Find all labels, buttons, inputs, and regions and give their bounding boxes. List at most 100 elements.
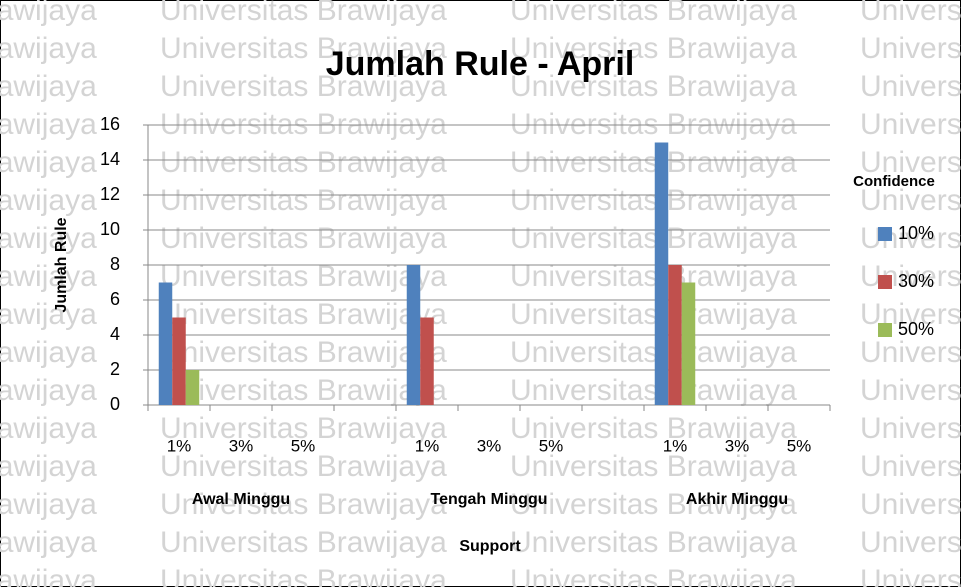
- y-tick-label: 14: [100, 149, 120, 169]
- watermark: Universitas Brawijaya: [510, 184, 797, 217]
- y-tick-label: 16: [100, 114, 120, 134]
- watermark: Universitas Brawijaya: [160, 32, 447, 65]
- watermark: Universitas Brawijaya: [0, 488, 97, 521]
- group-label: Tengah Minggu: [430, 491, 547, 508]
- watermark: Universitas Brawijaya: [860, 298, 961, 331]
- watermark: Universitas Brawijaya: [860, 450, 961, 483]
- bar: [185, 370, 200, 405]
- watermark: Universitas Brawijaya: [860, 184, 961, 217]
- legend-swatch: [878, 275, 892, 289]
- bar: [158, 282, 173, 405]
- watermark: Universitas Brawijaya: [0, 32, 97, 65]
- watermark: Universitas Brawijaya: [860, 32, 961, 65]
- chart-title: Jumlah Rule - April: [326, 45, 635, 83]
- watermark: Universitas Brawijaya: [510, 450, 797, 483]
- watermark: Universitas Brawijaya: [860, 0, 961, 27]
- legend-swatch: [878, 227, 892, 241]
- y-tick-label: 4: [110, 324, 120, 344]
- watermark: Universitas Brawijaya: [160, 450, 447, 483]
- watermark: Universitas Brawijaya: [0, 184, 97, 217]
- watermark: Universitas Brawijaya: [160, 70, 447, 103]
- y-axis-label: Jumlah Rule: [53, 217, 70, 312]
- watermark: Universitas Brawijaya: [160, 412, 447, 445]
- watermark: Universitas Brawijaya: [860, 70, 961, 103]
- watermark: Universitas Brawijaya: [160, 146, 447, 179]
- watermark: Universitas Brawijaya: [510, 564, 797, 587]
- watermark: Universitas Brawijaya: [510, 374, 797, 407]
- watermark: Universitas Brawijaya: [860, 108, 961, 141]
- watermark: Universitas Brawijaya: [860, 564, 961, 587]
- x-tick-label: 3%: [229, 436, 254, 455]
- group-label: Awal Minggu: [192, 491, 290, 508]
- bar: [420, 317, 434, 405]
- watermark: Universitas Brawijaya: [0, 222, 97, 255]
- watermark: Universitas Brawijaya: [160, 108, 447, 141]
- watermark: Universitas Brawijaya: [510, 488, 797, 521]
- watermark: Universitas Brawijaya: [160, 564, 447, 587]
- watermark: Universitas Brawijaya: [160, 526, 447, 559]
- y-tick-label: 10: [100, 219, 120, 239]
- x-tick-label: 5%: [539, 436, 564, 455]
- legend-swatch: [878, 323, 892, 337]
- watermark: Universitas Brawijaya: [0, 564, 97, 587]
- x-axis-label: Support: [459, 538, 521, 555]
- watermark: Universitas Brawijaya: [160, 336, 447, 369]
- watermark: Universitas Brawijaya: [510, 298, 797, 331]
- watermark: Universitas Brawijaya: [0, 336, 97, 369]
- y-tick-label: 0: [110, 394, 120, 414]
- watermark: Universitas Brawijaya: [160, 184, 447, 217]
- watermark: Universitas Brawijaya: [510, 70, 797, 103]
- watermark: Universitas Brawijaya: [0, 298, 97, 331]
- watermark: Universitas Brawijaya: [160, 298, 447, 331]
- bar: [654, 142, 669, 405]
- watermark: Universitas Brawijaya: [0, 526, 97, 559]
- legend-label: 10%: [898, 223, 934, 243]
- legend-label: 30%: [898, 271, 934, 291]
- x-tick-label: 3%: [477, 436, 502, 455]
- watermark: Universitas Brawijaya: [160, 488, 447, 521]
- x-tick-label: 3%: [725, 436, 750, 455]
- bar: [172, 317, 186, 405]
- watermark: Universitas Brawijaya: [860, 336, 961, 369]
- bar: [406, 265, 421, 405]
- watermark: Universitas Brawijaya: [860, 412, 961, 445]
- watermark: Universitas Brawijaya: [160, 374, 447, 407]
- watermark: Universitas Brawijaya: [860, 260, 961, 293]
- watermark: Universitas Brawijaya: [510, 32, 797, 65]
- watermark: Universitas Brawijaya: [0, 108, 97, 141]
- legend-title: Confidence: [853, 173, 935, 190]
- watermark: Universitas Brawijaya: [0, 0, 97, 27]
- x-tick-label: 1%: [663, 436, 688, 455]
- y-tick-label: 6: [110, 289, 120, 309]
- watermark: Universitas Brawijaya: [860, 222, 961, 255]
- y-tick-label: 12: [100, 184, 120, 204]
- watermark: Universitas Brawijaya: [0, 374, 97, 407]
- watermark: Universitas Brawijaya: [860, 374, 961, 407]
- watermark: Universitas Brawijaya: [0, 260, 97, 293]
- watermark: Universitas Brawijaya: [510, 412, 797, 445]
- watermark: Universitas Brawijaya: [510, 526, 797, 559]
- bar: [668, 265, 682, 405]
- watermark: Universitas Brawijaya: [860, 146, 961, 179]
- watermark: Universitas Brawijaya: [510, 336, 797, 369]
- watermark: Universitas Brawijaya: [0, 70, 97, 103]
- y-tick-label: 2: [110, 359, 120, 379]
- x-tick-label: 5%: [291, 436, 316, 455]
- x-tick-label: 1%: [167, 436, 192, 455]
- bar: [681, 282, 696, 405]
- watermark: Universitas Brawijaya: [160, 222, 447, 255]
- group-label: Akhir Minggu: [686, 491, 788, 508]
- watermark: Universitas Brawijaya: [0, 146, 97, 179]
- watermark: Universitas Brawijaya: [160, 0, 447, 27]
- y-tick-label: 8: [110, 254, 120, 274]
- watermark: Universitas Brawijaya: [860, 526, 961, 559]
- watermark: Universitas Brawijaya: [0, 450, 97, 483]
- watermark: Universitas Brawijaya: [510, 222, 797, 255]
- x-tick-label: 5%: [787, 436, 812, 455]
- watermark: Universitas Brawijaya: [510, 108, 797, 141]
- watermark: Universitas Brawijaya: [510, 0, 797, 27]
- legend-label: 50%: [898, 319, 934, 339]
- watermark: Universitas Brawijaya: [0, 412, 97, 445]
- x-tick-label: 1%: [415, 436, 440, 455]
